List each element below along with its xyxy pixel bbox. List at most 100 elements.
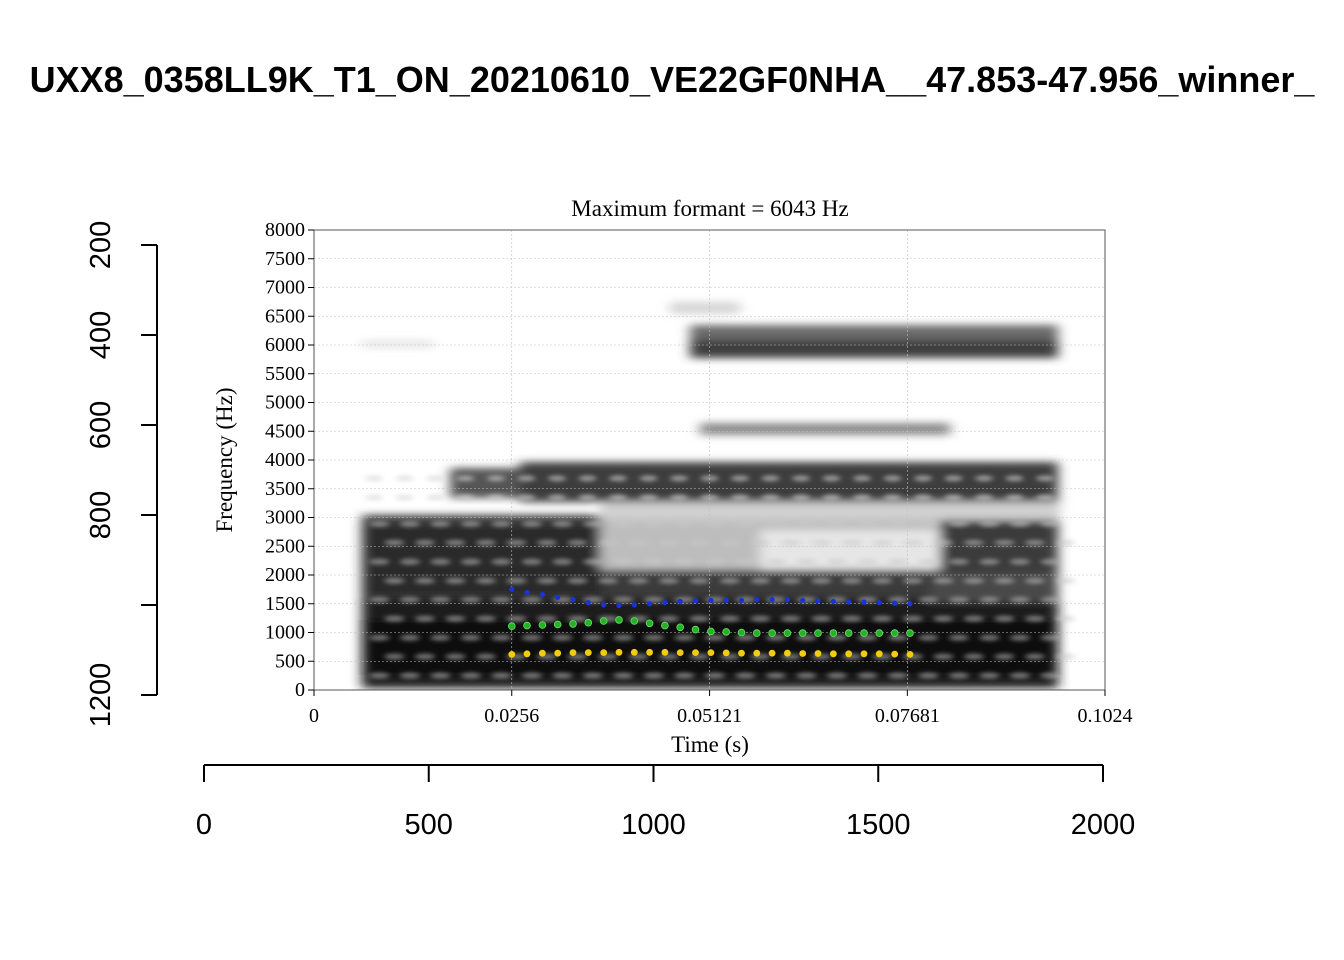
panel-y-tick-label: 6500 — [265, 305, 305, 327]
panel-x-tick-label: 0.07681 — [875, 705, 940, 727]
formant-point — [845, 650, 853, 658]
outer-x-tick-label: 1500 — [846, 809, 911, 841]
formant-point — [784, 597, 791, 603]
formant-point — [570, 597, 576, 603]
formant-point — [892, 600, 898, 606]
formant-point — [860, 629, 868, 637]
panel-y-tick-label: 6000 — [265, 334, 305, 356]
formant-point — [645, 619, 654, 628]
formant-point — [555, 594, 561, 601]
outer-y-tick-label: 800 — [85, 491, 117, 539]
formant-point — [691, 625, 700, 634]
outer-x-tick-label: 500 — [405, 809, 453, 841]
outer-y-tick-label: 200 — [85, 221, 117, 269]
outer-x-axis: 0 500 1000 1500 2000 — [196, 764, 1136, 841]
formant-point — [815, 598, 821, 604]
formant-point — [738, 649, 745, 657]
formant-point — [829, 629, 838, 637]
formant-point — [722, 628, 730, 636]
formant-point — [600, 649, 608, 656]
formant-point — [601, 602, 607, 608]
panel-y-tick-label: 5000 — [265, 392, 305, 414]
panel-y-axis: 0 500 1000 1500 2000 2500 3000 3500 4000 4500 5000… — [265, 219, 314, 701]
formant-point — [907, 601, 913, 607]
panel-x-tick-label: 0.0256 — [484, 705, 539, 727]
formant-point — [800, 597, 806, 603]
formant-point — [860, 650, 868, 658]
formant-point — [630, 648, 638, 656]
formant-point — [906, 651, 914, 658]
formant-point — [798, 629, 807, 637]
formant-point — [784, 649, 791, 657]
spectrogram-image — [362, 302, 1076, 688]
figure-title: UXX8_0358LL9K_T1_ON_20210610_VE22GF0NHA_… — [30, 59, 1316, 100]
formant-point — [830, 598, 837, 605]
panel-y-tick-label: 500 — [275, 650, 305, 672]
formant-point — [753, 649, 761, 657]
formant-point — [569, 620, 577, 628]
formant-point — [677, 598, 683, 605]
formant-point — [844, 629, 853, 637]
formant-point — [615, 648, 623, 656]
formant-point — [676, 623, 684, 632]
formant-point — [890, 629, 899, 637]
formant-point — [661, 648, 669, 656]
formant-point — [799, 650, 807, 657]
formant-point — [814, 650, 822, 657]
panel-y-tick-label: 2500 — [265, 535, 305, 557]
formant-point — [707, 627, 715, 636]
formant-point — [630, 617, 639, 625]
panel-y-tick-label: 3000 — [265, 507, 305, 529]
formant-point — [783, 629, 792, 637]
formant-point — [508, 651, 516, 658]
formant-series — [509, 586, 913, 609]
formant-point — [539, 649, 546, 657]
formant-point — [876, 600, 882, 606]
formant-point — [524, 589, 530, 595]
formant-point — [891, 650, 899, 658]
formant-point — [875, 650, 883, 658]
formant-point — [830, 650, 837, 658]
formant-point — [768, 629, 776, 637]
panel-y-tick-label: 1000 — [265, 622, 305, 644]
formant-point — [662, 600, 668, 606]
panel-y-tick-label: 4500 — [265, 420, 305, 442]
formant-point — [906, 629, 914, 637]
formant-point — [599, 617, 608, 625]
formant-point — [676, 649, 684, 656]
formant-point — [768, 649, 776, 657]
formant-point — [692, 598, 699, 604]
outer-x-tick-label: 0 — [196, 809, 212, 841]
panel-x-axis: 0 0.0256 0.05121 0.07681 0.1024 — [309, 690, 1133, 727]
panel-y-tick-label: 8000 — [265, 219, 305, 241]
panel-y-tick-label: 4000 — [265, 449, 305, 471]
formant-point — [754, 597, 760, 603]
formant-point — [846, 599, 852, 605]
formant-point — [707, 649, 715, 656]
formant-point — [553, 620, 562, 629]
panel-y-tick-label: 7500 — [265, 248, 305, 270]
panel-y-tick-label: 0 — [295, 679, 305, 701]
outer-x-tick-label: 2000 — [1071, 809, 1136, 841]
outer-y-tick-label: 1200 — [85, 663, 117, 728]
formant-point — [585, 600, 591, 606]
panel-y-tick-label: 1500 — [265, 593, 305, 615]
formant-point — [616, 602, 622, 609]
formant-point — [539, 591, 546, 598]
outer-y-axis: 200 400 600 800 1200 — [85, 221, 158, 728]
panel-x-label: Time (s) — [671, 732, 749, 757]
outer-y-tick-label: 400 — [85, 311, 117, 359]
formant-point — [507, 622, 516, 630]
formant-points — [507, 586, 914, 658]
formant-point — [615, 616, 623, 624]
panel-y-tick-label: 5500 — [265, 363, 305, 385]
panel-x-tick-label: 0.05121 — [677, 705, 742, 727]
outer-y-tick-label: 600 — [85, 401, 117, 449]
formant-series — [507, 616, 914, 637]
harmonic-stripes — [365, 475, 1076, 679]
formant-point — [584, 618, 593, 627]
formant-point — [752, 629, 761, 637]
formant-point — [737, 628, 746, 637]
panel-title: Maximum formant = 6043 Hz — [571, 196, 848, 221]
